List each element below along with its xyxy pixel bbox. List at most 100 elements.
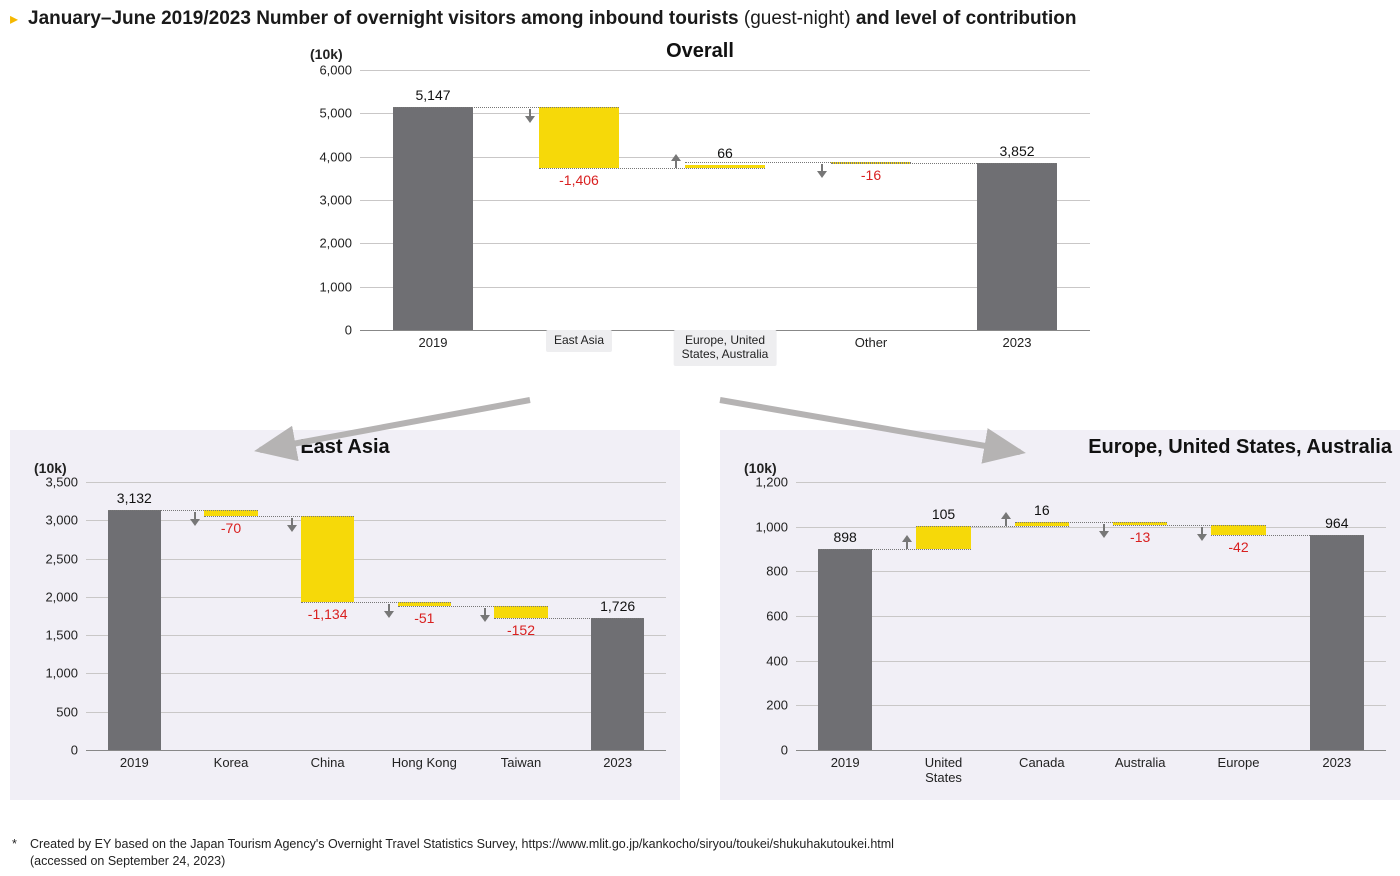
gridline (86, 635, 666, 636)
gridline (86, 673, 666, 674)
y-tick-label: 1,000 (319, 279, 360, 294)
float-bar (301, 516, 354, 603)
gridline (86, 559, 666, 560)
connector-dotted (1211, 535, 1363, 536)
y-tick-label: 3,000 (45, 513, 86, 528)
value-label: -70 (221, 520, 241, 536)
arrow-down-icon (1099, 524, 1109, 538)
arrow-down-icon (817, 164, 827, 178)
chart-eu-plot: 02004006008001,0001,2002019898UnitedStat… (796, 482, 1386, 750)
arrow-down-icon (525, 109, 535, 123)
y-tick-label: 400 (766, 653, 796, 668)
x-tick-label: Europe, UnitedStates, Australia (674, 330, 777, 366)
connector-dotted (204, 516, 354, 517)
page-title: January–June 2019/2023 Number of overnig… (28, 8, 1076, 30)
footnote-line1: Created by EY based on the Japan Tourism… (30, 837, 894, 851)
gridline (796, 527, 1386, 528)
chart-overall-title: Overall (666, 40, 734, 63)
y-tick-label: 6,000 (319, 63, 360, 78)
value-label: 898 (833, 529, 856, 545)
y-tick-label: 0 (781, 743, 796, 758)
y-tick-label: 2,500 (45, 551, 86, 566)
arrow-down-icon (480, 608, 490, 622)
value-label: -13 (1130, 529, 1150, 545)
x-tick-label: Taiwan (501, 750, 541, 771)
chart-ea-plot: 05001,0001,5002,0002,5003,0003,50020193,… (86, 482, 666, 750)
value-label: -1,134 (308, 606, 348, 622)
gridline (86, 597, 666, 598)
connector-dotted (539, 168, 765, 169)
solid-bar (393, 107, 473, 330)
y-tick-label: 2,000 (319, 236, 360, 251)
chart-eusau: Europe, United States, Australia (10k) 0… (720, 430, 1400, 800)
value-label: 5,147 (415, 87, 450, 103)
arrow-down-icon (384, 604, 394, 618)
x-tick-label: Korea (214, 750, 249, 771)
y-tick-label: 1,500 (45, 628, 86, 643)
float-bar (539, 107, 619, 168)
x-tick-label: Australia (1115, 750, 1166, 771)
y-tick-label: 1,000 (45, 666, 86, 681)
title-bullet-icon: ▸ (10, 9, 18, 29)
y-tick-label: 2,000 (45, 589, 86, 604)
gridline (86, 482, 666, 483)
arrow-up-icon (1001, 512, 1011, 526)
float-bar (494, 606, 547, 618)
chart-ea-title: East Asia (300, 436, 389, 459)
y-tick-label: 600 (766, 609, 796, 624)
solid-bar (977, 163, 1057, 330)
y-tick-label: 5,000 (319, 106, 360, 121)
connector-dotted (108, 510, 258, 511)
chart-eu-title: Europe, United States, Australia (1088, 436, 1392, 459)
connector-dotted (1015, 522, 1167, 523)
footnote: *Created by EY based on the Japan Touris… (12, 836, 894, 870)
value-label: 3,132 (117, 490, 152, 506)
x-tick-label: 2019 (419, 330, 448, 351)
gridline (796, 482, 1386, 483)
x-tick-label: 2023 (1003, 330, 1032, 351)
arrow-down-icon (1197, 527, 1207, 541)
y-tick-label: 800 (766, 564, 796, 579)
connector-dotted (1113, 525, 1265, 526)
value-label: 105 (932, 506, 955, 522)
chart-overall-unit: (10k) (310, 46, 343, 62)
x-tick-label: Other (855, 330, 888, 351)
gridline (86, 520, 666, 521)
float-bar (916, 526, 970, 549)
gridline (86, 712, 666, 713)
connector-dotted (818, 549, 970, 550)
arrow-up-icon (902, 535, 912, 549)
solid-bar (591, 618, 644, 750)
x-tick-label: China (311, 750, 345, 771)
connector-dotted (831, 163, 1057, 164)
value-label: -42 (1228, 539, 1248, 555)
value-label: -51 (414, 610, 434, 626)
footnote-line2: (accessed on September 24, 2023) (30, 854, 225, 868)
x-tick-label: 2023 (1322, 750, 1351, 771)
arrow-down-icon (287, 518, 297, 532)
x-tick-label: Canada (1019, 750, 1065, 771)
solid-bar (108, 510, 161, 750)
arrow-down-icon (190, 512, 200, 526)
connector-dotted (398, 606, 548, 607)
y-tick-label: 1,000 (755, 519, 796, 534)
y-tick-label: 200 (766, 698, 796, 713)
value-label: 1,726 (600, 598, 635, 614)
gridline (360, 70, 1090, 71)
y-tick-label: 4,000 (319, 149, 360, 164)
value-label: 3,852 (999, 143, 1034, 159)
chart-overall: Overall (10k) 01,0002,0003,0004,0005,000… (300, 40, 1100, 380)
x-tick-label: Hong Kong (392, 750, 457, 771)
connector-dotted (494, 618, 644, 619)
gridline (796, 661, 1386, 662)
connector-dotted (301, 602, 451, 603)
title-part2: and level of contribution (856, 8, 1077, 29)
y-tick-label: 3,500 (45, 475, 86, 490)
title-part-light: (guest-night) (739, 8, 856, 29)
value-label: -152 (507, 622, 535, 638)
y-tick-label: 3,000 (319, 193, 360, 208)
value-label: 964 (1325, 515, 1348, 531)
solid-bar (818, 549, 872, 750)
x-tick-label: 2023 (603, 750, 632, 771)
page-title-row: ▸ January–June 2019/2023 Number of overn… (0, 0, 1400, 30)
